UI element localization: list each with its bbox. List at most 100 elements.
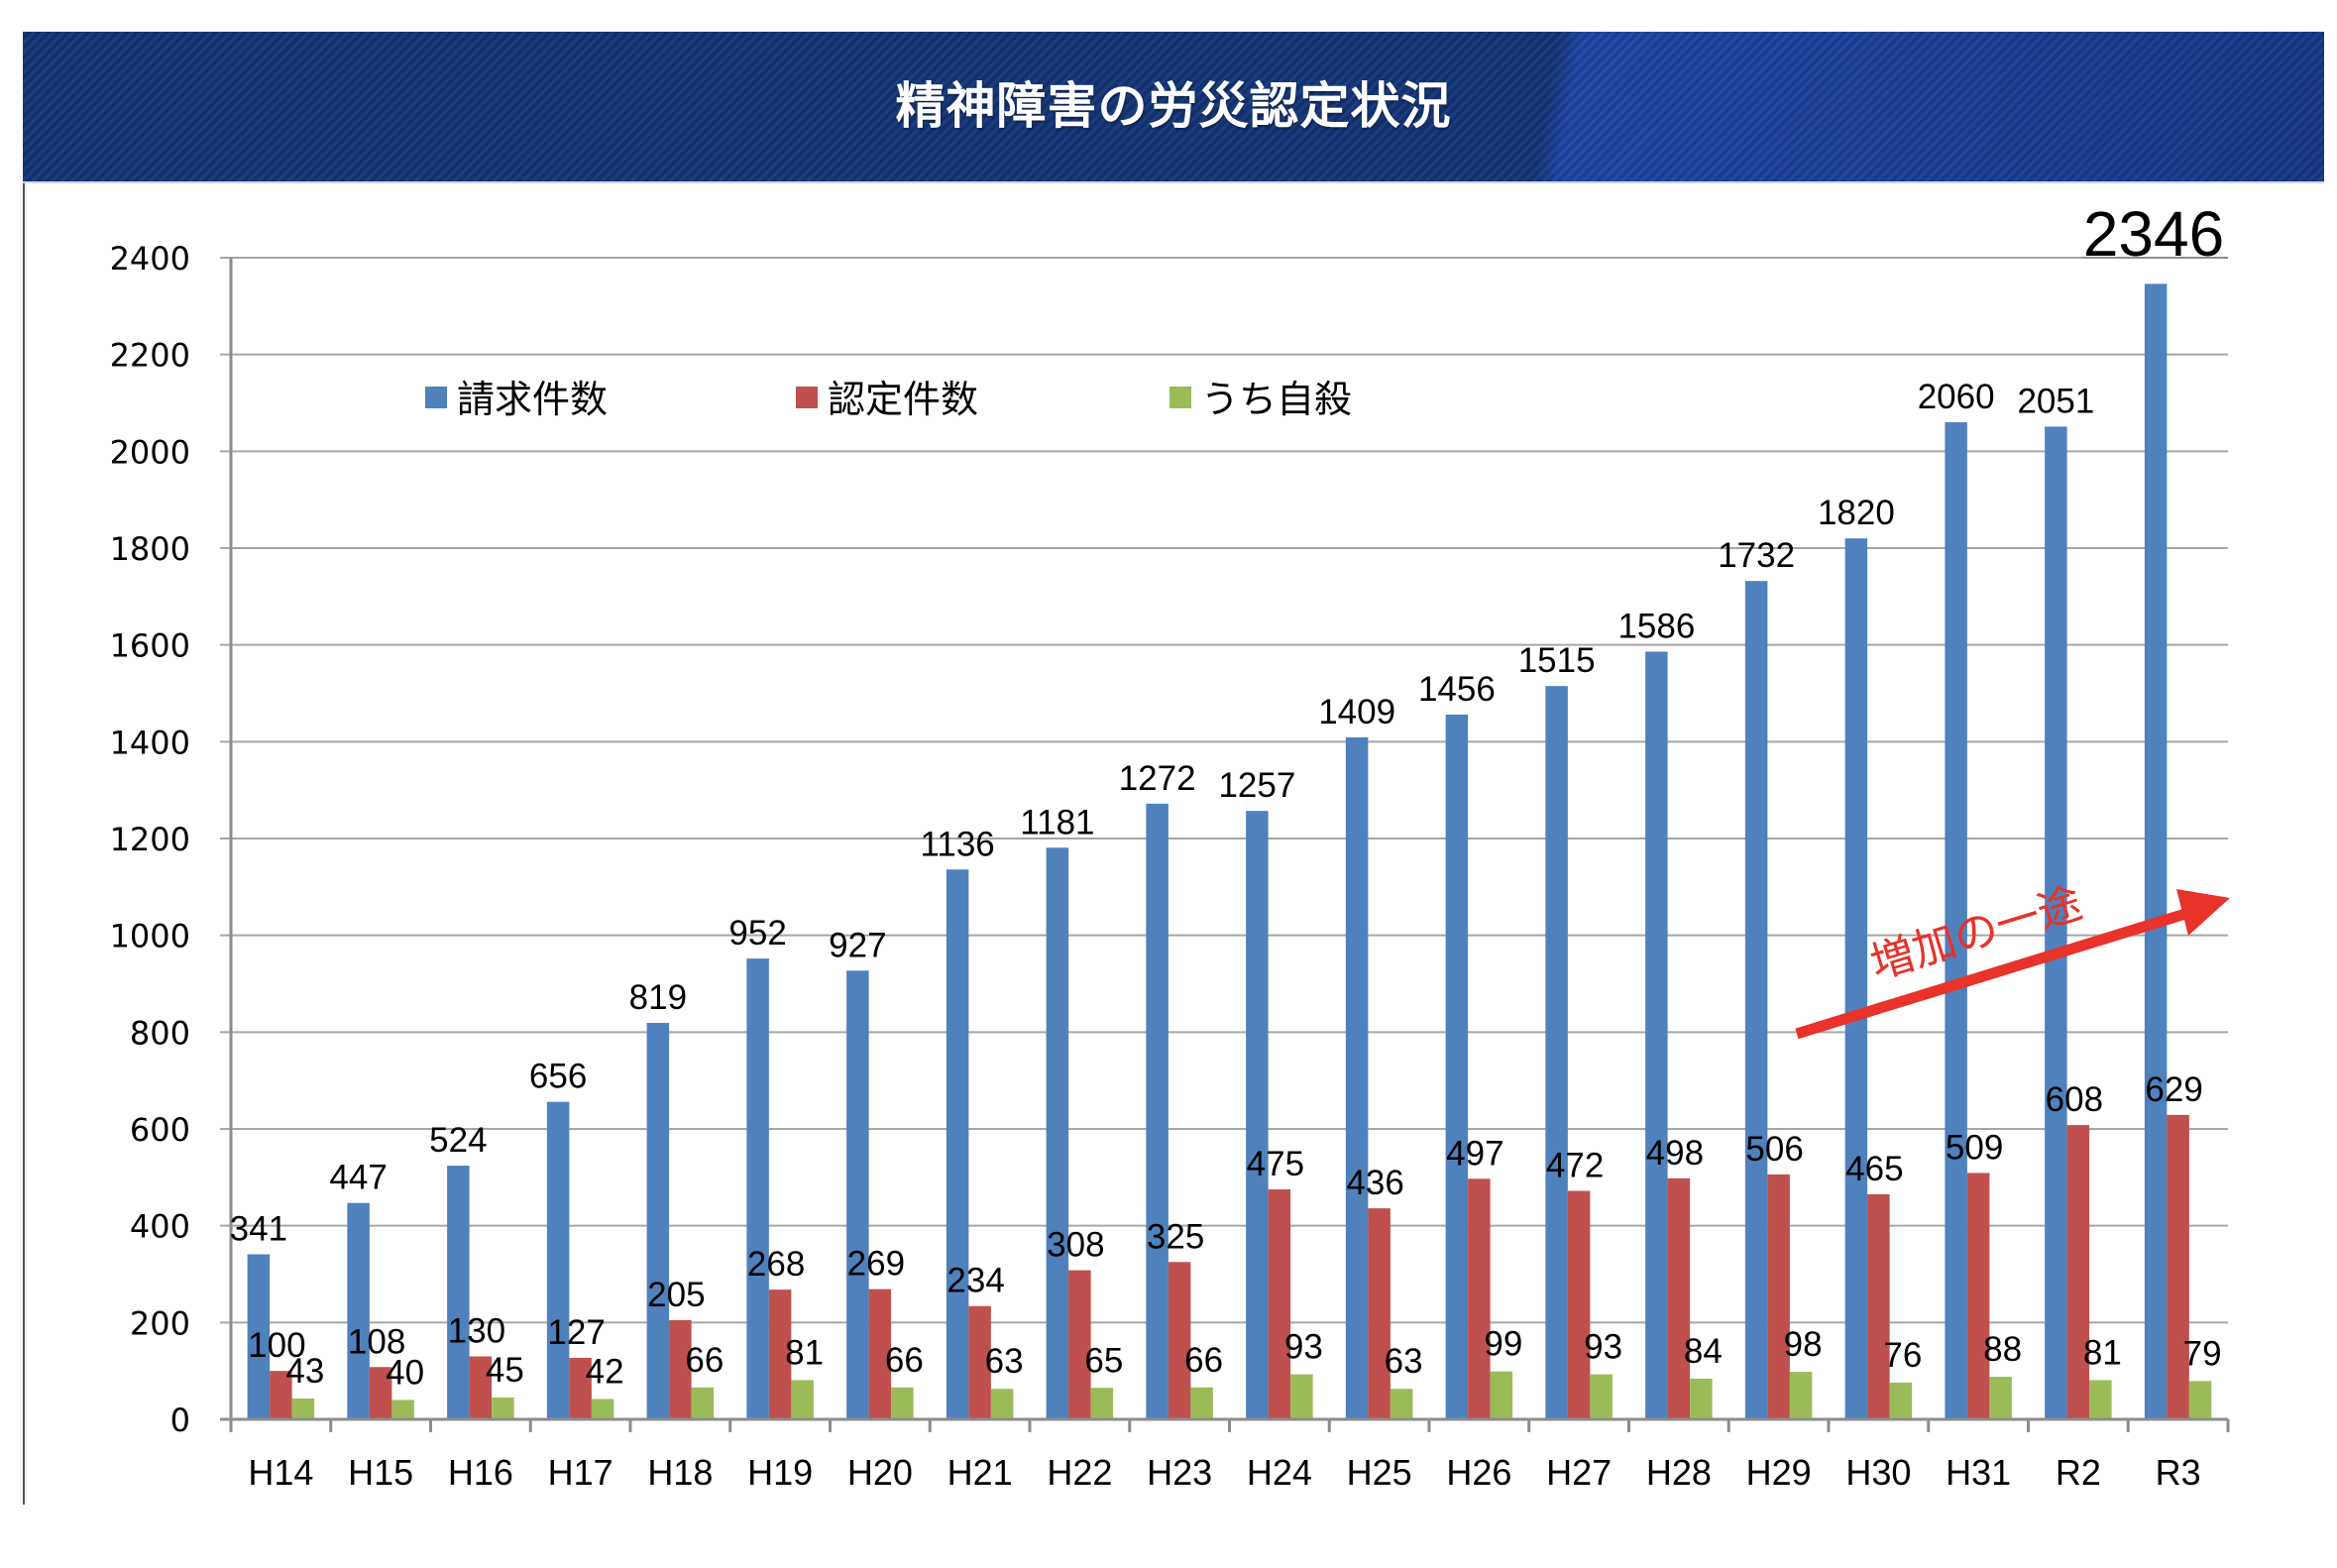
bar-suicide-R2 bbox=[2089, 1380, 2112, 1419]
y-tick-label: 2200 bbox=[110, 337, 190, 375]
legend-item-suicide: うち自殺 bbox=[1169, 378, 1352, 421]
y-tick-label: 800 bbox=[130, 1014, 190, 1052]
data-label-approved-R2: 608 bbox=[2046, 1080, 2103, 1119]
bar-approved-H29 bbox=[1767, 1174, 1790, 1419]
bar-suicide-H21 bbox=[990, 1389, 1014, 1419]
bar-claims-R3 bbox=[2144, 283, 2168, 1419]
slide-title: 精神障害の労災認定状況 bbox=[895, 77, 1452, 135]
bar-approved-H17 bbox=[569, 1357, 592, 1419]
bar-suicide-H16 bbox=[492, 1398, 514, 1419]
x-tick-label: H31 bbox=[1946, 1452, 2011, 1493]
data-label-claims-H31: 2060 bbox=[1918, 378, 1995, 416]
bar-claims-H20 bbox=[846, 970, 869, 1419]
bar-suicide-H22 bbox=[1090, 1388, 1114, 1419]
data-label-suicide-H29: 98 bbox=[1784, 1325, 1823, 1364]
bar-approved-H16 bbox=[469, 1356, 493, 1419]
bar-claims-H26 bbox=[1445, 714, 1469, 1419]
bar-approved-R2 bbox=[2066, 1125, 2090, 1419]
bar-suicide-H20 bbox=[891, 1387, 914, 1419]
legend-swatch-approved bbox=[796, 387, 818, 408]
data-label-approved-H26: 497 bbox=[1446, 1134, 1503, 1173]
bar-suicide-H28 bbox=[1690, 1378, 1713, 1419]
highlighted-max-value-label: 2346 bbox=[2083, 198, 2224, 270]
bars bbox=[247, 283, 2212, 1419]
y-tick-label: 0 bbox=[170, 1401, 190, 1439]
data-label-approved-H30: 465 bbox=[1845, 1150, 1903, 1188]
bar-suicide-R3 bbox=[2188, 1381, 2212, 1419]
data-label-approved-H14: 100 bbox=[248, 1326, 305, 1365]
bar-claims-H21 bbox=[946, 869, 969, 1419]
x-tick-label: R2 bbox=[2056, 1452, 2101, 1493]
data-label-claims-H18: 819 bbox=[629, 978, 687, 1017]
data-label-approved-R3: 629 bbox=[2145, 1070, 2202, 1109]
bar-suicide-H19 bbox=[791, 1380, 814, 1419]
data-label-suicide-H15: 40 bbox=[386, 1353, 424, 1392]
data-label-claims-H27: 1515 bbox=[1518, 641, 1596, 680]
bar-suicide-H17 bbox=[591, 1399, 614, 1419]
y-tick-label: 1400 bbox=[110, 724, 190, 761]
x-tick-label: H25 bbox=[1347, 1452, 1412, 1493]
x-tick-label: H22 bbox=[1047, 1452, 1112, 1493]
y-tick-label: 1200 bbox=[110, 821, 190, 858]
bar-approved-H31 bbox=[1966, 1173, 1990, 1419]
data-label-suicide-H20: 66 bbox=[885, 1341, 924, 1380]
x-tick-label: H29 bbox=[1746, 1452, 1812, 1493]
data-label-approved-H28: 498 bbox=[1646, 1134, 1704, 1173]
slide-frame-left-border bbox=[23, 32, 25, 1505]
legend-label-approved: 認定件数 bbox=[828, 378, 978, 421]
x-tick-label: H24 bbox=[1247, 1452, 1312, 1493]
data-label-suicide-H25: 63 bbox=[1385, 1342, 1423, 1381]
y-tick-label: 400 bbox=[130, 1208, 190, 1246]
y-tick-label: 2000 bbox=[110, 433, 190, 471]
axes bbox=[220, 258, 2230, 1432]
data-label-claims-H29: 1732 bbox=[1718, 536, 1795, 575]
y-tick-label: 1600 bbox=[110, 627, 190, 665]
bar-approved-H19 bbox=[768, 1289, 792, 1419]
data-label-approved-H27: 472 bbox=[1546, 1147, 1604, 1185]
bar-claims-H23 bbox=[1146, 803, 1168, 1419]
data-label-suicide-R3: 79 bbox=[2183, 1334, 2222, 1373]
data-label-claims-H22: 1181 bbox=[1020, 803, 1094, 841]
x-tick-label: H27 bbox=[1546, 1452, 1612, 1493]
y-tick-label: 600 bbox=[130, 1111, 190, 1149]
data-label-claims-H17: 656 bbox=[529, 1058, 587, 1096]
data-label-approved-H31: 509 bbox=[1946, 1128, 2003, 1167]
x-axis-tick-labels: H14 H15 H16 H17 H18 H19 H20 H21 H22 H23 H24 H25 H26 H… bbox=[248, 1452, 2200, 1493]
data-label-claims-H25: 1409 bbox=[1318, 693, 1395, 731]
legend-label-claims: 請求件数 bbox=[457, 378, 608, 421]
data-label-suicide-H24: 93 bbox=[1284, 1328, 1323, 1367]
x-tick-label: H28 bbox=[1646, 1452, 1712, 1493]
data-label-claims-H28: 1586 bbox=[1617, 608, 1695, 646]
data-label-claims-H16: 524 bbox=[429, 1121, 487, 1160]
bar-claims-H18 bbox=[646, 1023, 670, 1419]
bar-suicide-H18 bbox=[691, 1387, 715, 1419]
bar-suicide-H29 bbox=[1789, 1372, 1813, 1419]
data-label-suicide-H17: 42 bbox=[586, 1352, 624, 1391]
bar-claims-R2 bbox=[2045, 426, 2067, 1419]
x-tick-label: R3 bbox=[2156, 1452, 2201, 1493]
bar-suicide-H30 bbox=[1889, 1382, 1913, 1419]
bar-approved-H22 bbox=[1068, 1270, 1091, 1419]
data-label-suicide-H31: 88 bbox=[1983, 1330, 2022, 1369]
bar-suicide-H14 bbox=[291, 1399, 315, 1419]
bar-suicide-H26 bbox=[1490, 1371, 1513, 1419]
data-label-claims-H21: 1136 bbox=[920, 825, 994, 863]
bar-approved-H27 bbox=[1567, 1190, 1591, 1419]
data-label-suicide-H21: 63 bbox=[985, 1342, 1024, 1381]
data-label-claims-H15: 447 bbox=[329, 1159, 387, 1197]
bar-suicide-H25 bbox=[1390, 1389, 1413, 1419]
gridlines bbox=[220, 257, 2228, 1324]
x-tick-label: H30 bbox=[1845, 1452, 1911, 1493]
data-label-approved-H20: 269 bbox=[847, 1245, 905, 1284]
slide-header: 精神障害の労災認定状況 bbox=[23, 32, 2324, 183]
bar-approved-H15 bbox=[369, 1367, 392, 1419]
data-label-approved-H23: 325 bbox=[1147, 1217, 1204, 1256]
bar-approved-H26 bbox=[1468, 1178, 1491, 1419]
x-tick-label: H15 bbox=[348, 1452, 413, 1493]
data-label-suicide-H14: 43 bbox=[285, 1352, 324, 1391]
trend-arrow-shaft bbox=[1795, 908, 2187, 1040]
data-label-suicide-H30: 76 bbox=[1883, 1336, 1922, 1375]
x-tick-label: H23 bbox=[1147, 1452, 1212, 1493]
bar-claims-H19 bbox=[746, 958, 769, 1419]
